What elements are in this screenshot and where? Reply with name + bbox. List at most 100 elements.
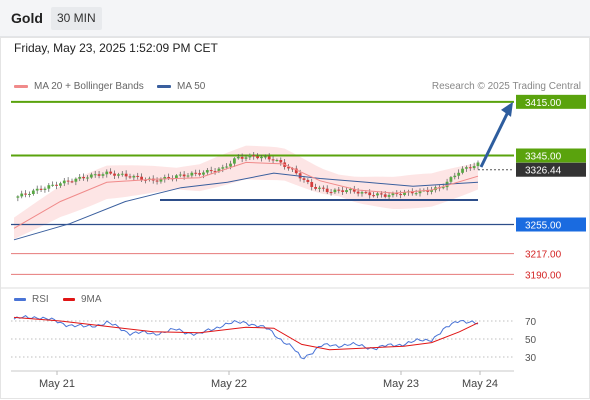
price-legend-ma20: MA 20 + Bollinger Bands <box>14 81 144 92</box>
candle-body <box>155 180 159 182</box>
candle-body <box>240 156 244 159</box>
candle-body <box>136 175 140 177</box>
price-legend-ma50: MA 50 <box>157 81 205 92</box>
candle-body <box>349 188 352 191</box>
candle-body <box>457 172 461 176</box>
candle-body <box>314 186 317 189</box>
x-tick-label: May 24 <box>462 378 498 390</box>
candle-body <box>383 194 387 197</box>
candle-body <box>352 188 356 192</box>
candle-body <box>167 176 171 179</box>
candle-body <box>31 190 35 194</box>
candle-body <box>217 168 221 172</box>
x-tick-label: May 23 <box>383 378 419 390</box>
rsi-ma-swatch <box>63 297 75 301</box>
rsi-legend-ma: 9MA <box>63 294 102 305</box>
candle-body <box>310 182 314 187</box>
interval-button[interactable]: 30 MIN <box>51 7 102 30</box>
rsi-ma-line <box>13 316 479 351</box>
candle-body <box>47 185 51 189</box>
candle-body <box>248 155 252 158</box>
candle-body <box>105 171 109 175</box>
candle-body <box>132 175 136 178</box>
candle-body <box>263 156 267 158</box>
candle-body <box>306 179 310 183</box>
level-label-4: 3190.00 <box>525 270 562 281</box>
candle-body <box>89 174 93 178</box>
ma50-swatch <box>157 84 171 88</box>
candle-body <box>159 179 163 182</box>
rsi-ma-legend-label: 9MA <box>81 294 102 305</box>
candle-body <box>430 190 433 192</box>
candle-body <box>294 168 298 174</box>
candle-body <box>233 158 236 164</box>
ma50-line <box>13 172 479 241</box>
candle-body <box>113 173 116 176</box>
candle-body <box>229 163 232 167</box>
rsi-tick-label: 30 <box>525 353 537 364</box>
candle-body <box>43 188 47 190</box>
candle-body <box>403 192 406 195</box>
candle-body <box>387 195 391 197</box>
candle-body <box>182 174 186 177</box>
candle-body <box>325 188 329 193</box>
candle-body <box>205 170 209 173</box>
candle-body <box>209 170 213 172</box>
timestamp: Friday, May 23, 2025 1:52:09 PM CET <box>14 41 218 55</box>
candle-body <box>426 190 430 192</box>
level-label-2: 3255.00 <box>525 221 562 232</box>
level-tag-2 <box>516 217 586 232</box>
candle-body <box>465 167 468 169</box>
candle-body <box>186 175 190 177</box>
candle-body <box>360 192 364 194</box>
candle-body <box>279 160 283 163</box>
rsi-tick-label: 70 <box>525 317 537 328</box>
chart-header: Gold 30 MIN <box>0 0 590 37</box>
candle-body <box>410 191 414 194</box>
bollinger-band <box>14 145 478 240</box>
candle-body <box>59 183 62 186</box>
candle-body <box>418 190 422 194</box>
rsi-tick-label: 50 <box>525 335 537 346</box>
candle-body <box>93 174 97 176</box>
candle-body <box>120 173 124 175</box>
candle-body <box>86 177 89 179</box>
candle-body <box>70 181 74 183</box>
candle-body <box>267 156 271 160</box>
candle-body <box>321 187 325 189</box>
candle-body <box>252 155 256 157</box>
candle-body <box>449 177 453 182</box>
candle-body <box>391 192 395 196</box>
candle-body <box>244 157 248 159</box>
candle-body <box>97 174 101 176</box>
ma20-legend-label: MA 20 + Bollinger Bands <box>34 81 144 92</box>
candle-body <box>128 176 132 178</box>
candle-body <box>275 160 279 162</box>
candle-body <box>368 192 372 196</box>
chart-frame <box>0 37 590 399</box>
candle-body <box>74 178 78 182</box>
candle-body <box>175 175 178 179</box>
candle-body <box>453 175 457 178</box>
candle-body <box>333 189 337 193</box>
candle-body <box>472 166 476 169</box>
candle-body <box>82 176 85 179</box>
candle-body <box>101 174 105 176</box>
candle-body <box>356 191 360 194</box>
candle-body <box>395 192 399 195</box>
candle-body <box>236 156 240 159</box>
candle-body <box>271 159 275 161</box>
x-tick-label: May 22 <box>211 378 247 390</box>
candle-body <box>337 189 341 191</box>
rsi-swatch <box>14 297 26 301</box>
candle-body <box>28 193 31 195</box>
level-label-1: 3345.00 <box>525 152 562 163</box>
candle-body <box>372 195 375 197</box>
level-tag-1 <box>516 148 586 163</box>
candle-body <box>16 196 20 198</box>
candle-body <box>55 184 58 186</box>
candle-body <box>163 176 167 180</box>
candle-body <box>66 180 70 182</box>
candle-body <box>24 193 27 195</box>
